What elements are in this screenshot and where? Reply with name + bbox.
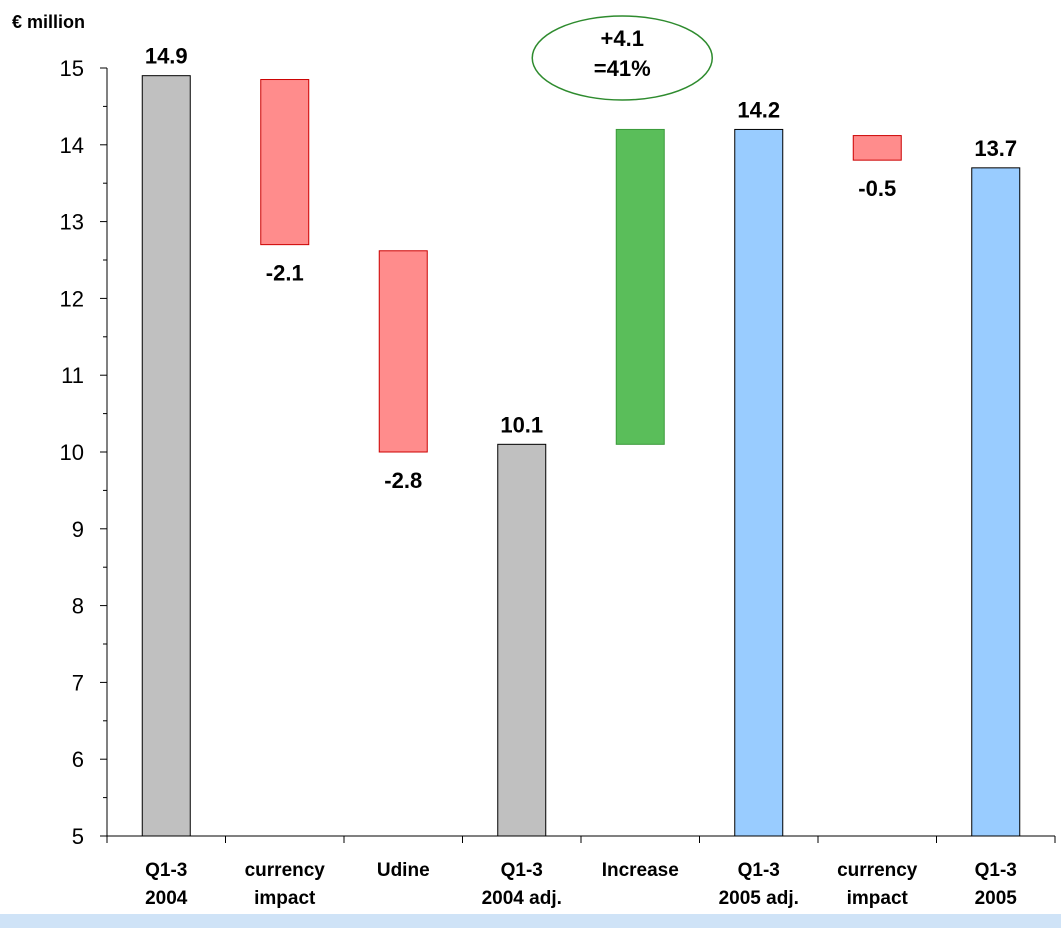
category-label: Increase: [602, 860, 679, 881]
category-label: Q1-3 2005 adj.: [719, 860, 799, 909]
value-label: 14.2: [737, 97, 780, 122]
bar-decrease: [260, 79, 310, 246]
category-label-line: Q1-3: [501, 860, 543, 881]
category-label: currency impact: [837, 860, 918, 909]
category-label-line: impact: [847, 888, 909, 909]
category-label-line: 2005: [975, 888, 1018, 909]
category-label-line: 2004: [145, 888, 188, 909]
category-label-line: currency: [837, 860, 918, 881]
y-tick-label: 10: [60, 440, 84, 465]
category-label: Q1-3 2005: [975, 860, 1018, 909]
annotation-layer: +4.1 =41%: [531, 15, 713, 101]
unit-label: € million: [12, 12, 85, 32]
y-tick-label: 13: [60, 210, 84, 235]
category-label: currency impact: [245, 860, 326, 909]
y-tick-label: 7: [72, 670, 84, 695]
category-label-line: currency: [245, 860, 326, 881]
bar-increase: [615, 128, 665, 445]
bottom-band: [0, 914, 1061, 928]
bar-decrease: [852, 135, 902, 161]
category-label-line: Q1-3: [145, 860, 187, 881]
bar-total: [971, 167, 1021, 837]
value-label: -0.5: [858, 176, 896, 201]
value-label: -2.8: [384, 468, 422, 493]
category-label-line: 2005 adj.: [719, 888, 799, 909]
bar-layer: [141, 75, 1021, 837]
category-label-line: Udine: [377, 860, 430, 881]
category-label-line: 2004 adj.: [482, 888, 562, 909]
value-label: 13.7: [974, 136, 1017, 161]
value-label: 14.9: [145, 44, 188, 69]
value-label: 10.1: [500, 412, 543, 437]
y-tick-label: 12: [60, 286, 84, 311]
y-tick-label: 8: [72, 594, 84, 619]
axis-layer: 5 6 7 8 9 10 11 12 13 14 15 Q1-3 2004 currency impact U…: [60, 56, 1056, 909]
y-tick-label: 9: [72, 517, 84, 542]
annotation-line: +4.1: [601, 26, 644, 51]
annotation-ellipse: [531, 15, 713, 101]
category-label: Q1-3 2004 adj.: [482, 860, 562, 909]
category-label-line: Q1-3: [738, 860, 780, 881]
label-layer: 14.9 -2.1 -2.8 10.1 14.2 -0.5 13.7: [145, 44, 1017, 493]
category-label: Q1-3 2004: [145, 860, 188, 909]
y-tick-label: 15: [60, 56, 84, 81]
annotation-line: =41%: [594, 56, 651, 81]
category-label-line: impact: [254, 888, 316, 909]
category-label-line: Increase: [602, 860, 679, 881]
y-tick-label: 5: [72, 824, 84, 849]
bar-total: [734, 128, 784, 837]
y-tick-label: 14: [60, 133, 84, 158]
y-tick-label: 6: [72, 747, 84, 772]
category-label-line: Q1-3: [975, 860, 1017, 881]
bar-decrease: [378, 250, 428, 453]
bar-total: [141, 75, 191, 837]
bar-total: [497, 443, 547, 837]
category-label: Udine: [377, 860, 430, 881]
y-tick-label: 11: [61, 363, 84, 388]
annotation-text: +4.1 =41%: [594, 26, 651, 81]
value-label: -2.1: [266, 261, 304, 286]
